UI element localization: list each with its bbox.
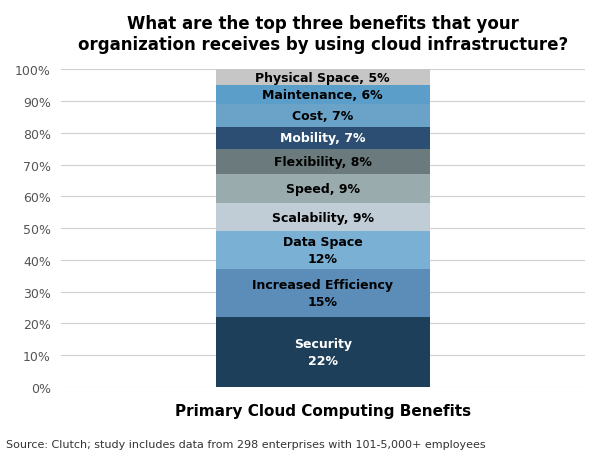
Text: Data Space
12%: Data Space 12% (283, 236, 362, 266)
Text: Mobility, 7%: Mobility, 7% (280, 132, 365, 145)
Text: Source: Clutch; study includes data from 298 enterprises with 101-5,000+ employe: Source: Clutch; study includes data from… (6, 439, 485, 449)
Bar (215, 70, 430, 86)
Bar (215, 149, 430, 175)
Bar (215, 203, 430, 232)
Bar (215, 232, 430, 270)
Bar (215, 127, 430, 149)
Bar (215, 175, 430, 203)
Text: Increased Efficiency
15%: Increased Efficiency 15% (252, 279, 393, 308)
Text: Flexibility, 8%: Flexibility, 8% (274, 156, 372, 169)
Text: Scalability, 9%: Scalability, 9% (272, 211, 374, 224)
Bar (215, 318, 430, 387)
Text: Speed, 9%: Speed, 9% (286, 183, 360, 196)
Text: Physical Space, 5%: Physical Space, 5% (256, 72, 390, 85)
Text: Security
22%: Security 22% (294, 337, 352, 367)
Bar (215, 86, 430, 105)
Bar (215, 270, 430, 318)
Text: Maintenance, 6%: Maintenance, 6% (262, 89, 383, 102)
Text: Cost, 7%: Cost, 7% (292, 110, 353, 123)
Bar (215, 105, 430, 127)
Title: What are the top three benefits that your
organization receives by using cloud i: What are the top three benefits that you… (77, 15, 568, 54)
